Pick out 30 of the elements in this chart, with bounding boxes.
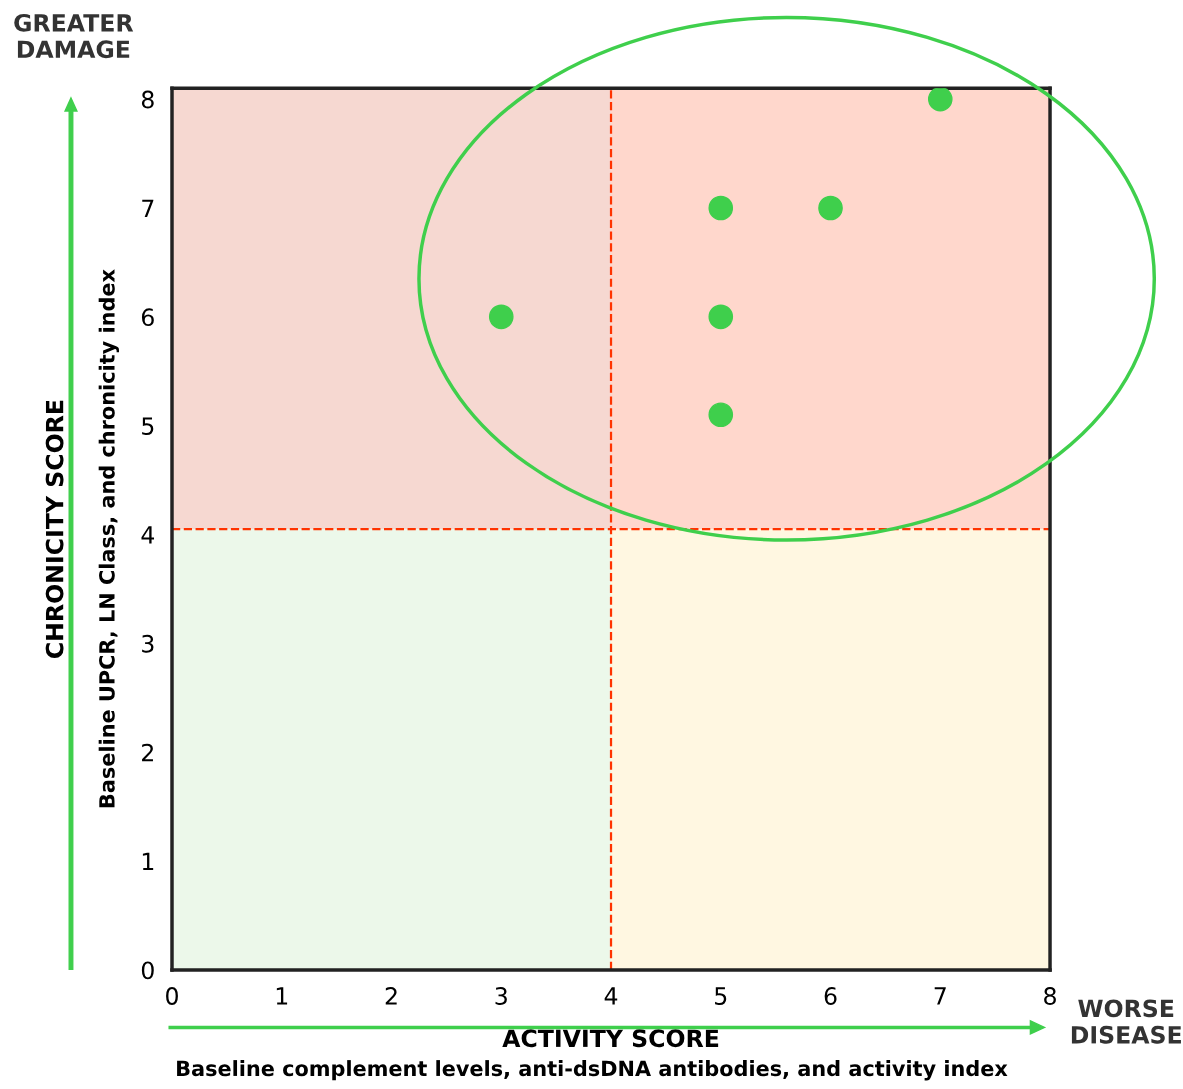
text: WORSE DISEASE: [1071, 999, 1181, 1044]
x-tick-label: 2: [385, 987, 397, 1005]
y-tick-label: 4: [141, 526, 155, 544]
x-tick-label: 3: [495, 987, 507, 1005]
y-tick-label: 0: [141, 961, 154, 980]
x-tick-label: 5: [715, 987, 727, 1005]
y-tick-label: 3: [142, 634, 154, 653]
y-tick-label: 1: [142, 852, 154, 871]
y-tick-label: 2: [142, 743, 153, 762]
point: [708, 195, 734, 221]
x-tick-label: 0: [166, 987, 178, 1005]
point: [708, 304, 734, 330]
point: [488, 304, 514, 330]
text: GREATER DAMAGE: [14, 13, 134, 59]
text: Baseline UPCR, LN Class, and chronicity index: [98, 269, 119, 808]
point: [708, 402, 734, 428]
point: [818, 195, 843, 221]
y-tick-label: 6: [141, 308, 154, 327]
x-tick-label: 4: [604, 987, 618, 1005]
text: Baseline complement levels, anti-dsDNA antibodies, and activity index: [177, 1060, 1008, 1081]
point: [927, 88, 953, 112]
x-tick-label: 6: [824, 987, 837, 1005]
y-tick-label: 8: [141, 90, 154, 109]
x-tick-label: 1: [276, 987, 288, 1005]
y-tick-label: 5: [142, 417, 154, 435]
x-axis-title: ACTIVITY SCORE: [502, 1029, 719, 1048]
x-tick-label: 7: [934, 987, 946, 1005]
y-axis-title: CHRONICITY SCORE: [45, 400, 64, 658]
x-tick-label: 8: [1044, 987, 1056, 1005]
y-tick-label: 7: [142, 199, 154, 217]
